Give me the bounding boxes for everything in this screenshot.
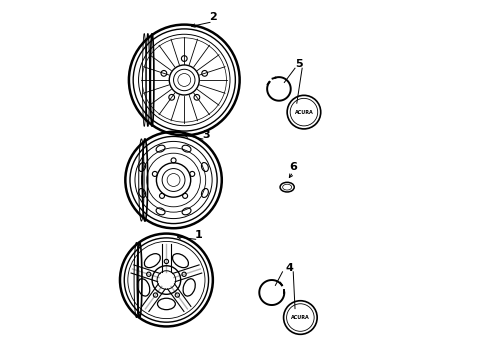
Text: 5: 5	[295, 59, 302, 69]
Text: 6: 6	[289, 162, 297, 172]
Text: ACURA: ACURA	[291, 315, 310, 320]
Text: 1: 1	[195, 230, 202, 240]
Text: 4: 4	[286, 262, 294, 273]
Text: 3: 3	[202, 130, 210, 140]
Text: ACURA: ACURA	[294, 110, 313, 114]
Text: 2: 2	[209, 13, 217, 22]
